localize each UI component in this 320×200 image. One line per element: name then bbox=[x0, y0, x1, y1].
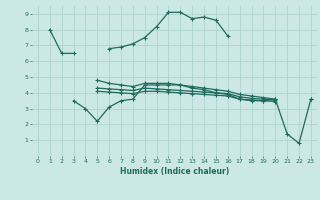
X-axis label: Humidex (Indice chaleur): Humidex (Indice chaleur) bbox=[120, 167, 229, 176]
